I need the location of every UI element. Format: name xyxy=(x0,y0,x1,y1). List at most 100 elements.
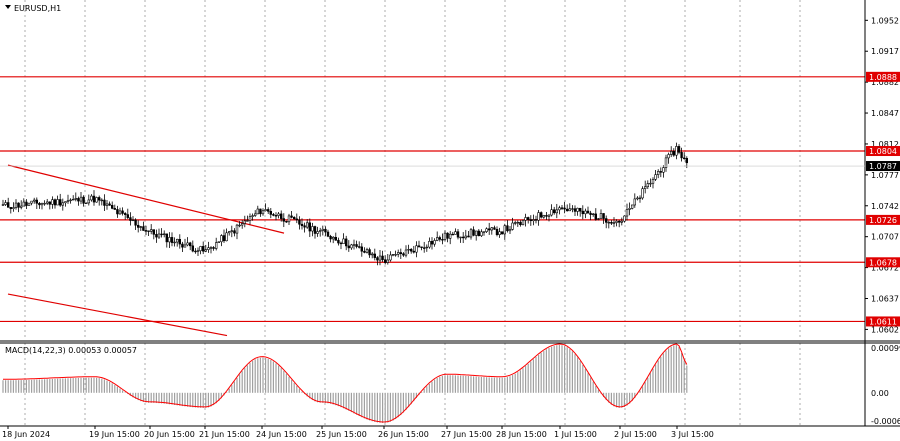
candle-body xyxy=(233,230,236,234)
candle-body xyxy=(685,158,689,164)
candle-body xyxy=(368,249,371,256)
candle-body xyxy=(311,226,314,232)
candle-body xyxy=(539,212,543,218)
candle-body xyxy=(241,223,244,226)
candle-body xyxy=(357,246,361,248)
candle-body xyxy=(422,247,426,249)
candle-body xyxy=(360,246,363,252)
candle-body xyxy=(443,232,447,240)
candle-body xyxy=(79,196,83,202)
candle-body xyxy=(222,235,226,242)
candle-body xyxy=(430,240,434,245)
candle-body xyxy=(4,202,7,205)
labels-layer: 1.0888 1.0804 1.0726 1.0678 1.0611 1.0787 xyxy=(0,71,900,327)
candle-body xyxy=(212,247,215,249)
symbol-title[interactable]: EURUSD,H1 xyxy=(5,4,61,13)
candle-body xyxy=(118,210,122,215)
candle-body xyxy=(282,218,285,222)
candle-body xyxy=(207,247,210,250)
candle-body xyxy=(186,242,189,246)
candle-body xyxy=(40,203,44,206)
candle-body xyxy=(521,220,525,226)
macd-tick-label: 0.00099 xyxy=(871,344,900,353)
candle-body xyxy=(612,222,616,224)
candle-body xyxy=(82,196,85,204)
candle-body xyxy=(633,198,637,206)
candle-body xyxy=(662,167,665,173)
candle-body xyxy=(274,215,278,217)
candle-body xyxy=(433,240,436,245)
candle-body xyxy=(329,235,332,240)
time-tick-label: 25 Jun 15:00 xyxy=(316,430,367,439)
candle-body xyxy=(266,209,270,212)
candle-body xyxy=(269,211,272,215)
candle-body xyxy=(27,202,31,206)
candle-body xyxy=(571,208,574,210)
candle-body xyxy=(454,231,457,235)
candle-body xyxy=(599,213,603,219)
candle-body xyxy=(277,213,280,216)
candle-body xyxy=(305,222,309,228)
candle-body xyxy=(623,215,626,222)
candle-body xyxy=(321,228,324,231)
candle-body xyxy=(474,230,478,236)
candle-body xyxy=(183,244,187,248)
candle-body xyxy=(506,225,509,232)
candle-body xyxy=(602,213,605,219)
candle-body xyxy=(246,220,249,222)
price-tick-label: 1.0742 xyxy=(871,202,899,211)
candle-body xyxy=(178,238,181,245)
candle-body xyxy=(316,231,319,234)
candle-body xyxy=(438,237,441,240)
candle-body xyxy=(563,207,566,210)
candle-body xyxy=(290,215,293,218)
candle-body xyxy=(680,152,683,159)
candle-body xyxy=(202,246,205,252)
candle-body xyxy=(617,220,621,223)
trendline xyxy=(7,293,228,337)
candle-body xyxy=(412,250,415,253)
candle-body xyxy=(295,218,298,221)
candle-body xyxy=(331,236,335,240)
candle-body xyxy=(428,240,431,248)
candle-body xyxy=(124,213,127,215)
candle-body xyxy=(407,248,410,251)
candle-body xyxy=(230,230,233,232)
candle-body xyxy=(485,228,488,232)
candle-body xyxy=(48,201,52,205)
candle-body xyxy=(682,157,686,159)
candle-body xyxy=(677,146,681,153)
candle-body xyxy=(163,233,166,235)
level-label: 1.0611 xyxy=(869,317,897,326)
candle-body xyxy=(542,215,546,218)
candle-body xyxy=(649,182,652,185)
candle-body xyxy=(495,228,499,235)
time-tick-label: 24 Jun 15:00 xyxy=(256,430,307,439)
candle-body xyxy=(378,255,382,261)
candle-body xyxy=(545,215,548,217)
candle-body xyxy=(513,222,517,224)
candle-body xyxy=(386,259,389,263)
candle-body xyxy=(126,214,130,218)
candle-body xyxy=(209,247,213,249)
candle-body xyxy=(87,199,91,204)
candle-body xyxy=(464,235,467,239)
candle-body xyxy=(152,229,155,235)
chevron-down-icon[interactable] xyxy=(5,5,11,9)
candle-body xyxy=(142,226,145,231)
candle-body xyxy=(337,239,340,244)
candle-body xyxy=(292,217,296,220)
candle-body xyxy=(672,151,676,156)
candle-body xyxy=(628,208,631,210)
time-tick-label: 19 Jun 15:00 xyxy=(89,430,140,439)
candle-body xyxy=(100,199,104,202)
candle-body xyxy=(251,215,254,217)
candle-body xyxy=(168,237,171,243)
candle-body xyxy=(363,250,366,253)
candle-body xyxy=(134,219,137,226)
candle-body xyxy=(264,209,267,212)
candle-body xyxy=(165,233,168,243)
candle-body xyxy=(272,214,275,216)
candle-body xyxy=(170,237,174,243)
